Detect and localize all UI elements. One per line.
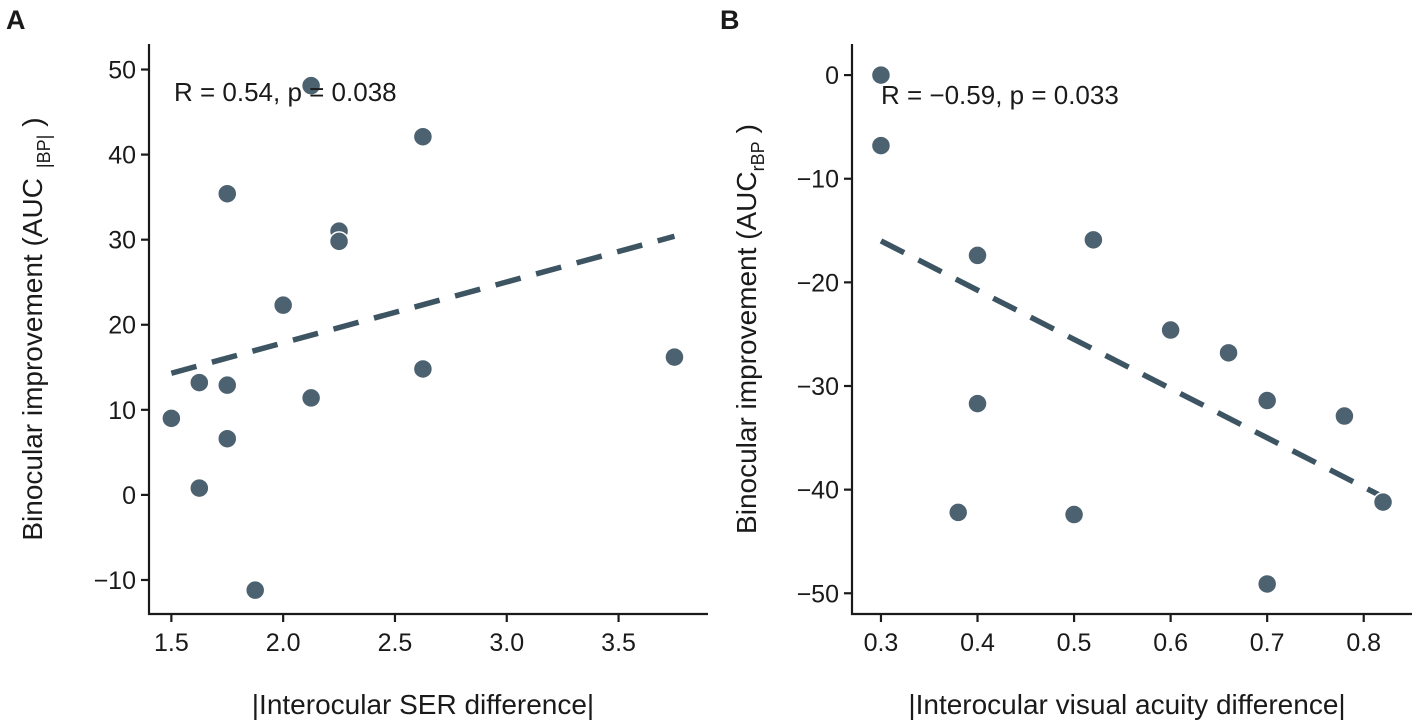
panel-b-y-axis-title: Binocular improvement (AUCrBP) (731, 124, 768, 534)
panel-a-x-tick-label: 1.5 (154, 629, 189, 657)
panel-a-fit-layer (170, 233, 676, 376)
panel-a-x-tick-label: 3.0 (489, 629, 524, 657)
panel-b-data-point (1334, 405, 1355, 427)
panel-a-y-title-close: ) (17, 117, 48, 126)
panel-b-y-title-main: Binocular improvement (AUC (731, 171, 762, 534)
panel-a-data-point (244, 579, 266, 601)
panel-b-x-tick-label: 0.5 (1057, 629, 1092, 657)
panel-a-y-title-sub: |BP| (34, 135, 54, 168)
panel-b-x-tick-label: 0.4 (960, 629, 995, 657)
panel-a-x-tick-label: 2.5 (378, 629, 413, 657)
panel-b-x-tick-label: 0.7 (1250, 629, 1285, 657)
panel-b-data-point (1160, 319, 1181, 341)
panel-a-y-tick-label: 30 (108, 227, 136, 255)
panel-a-x-tick-label: 3.5 (601, 629, 636, 657)
panel-b-points (870, 64, 1394, 595)
panel-b-y-tick-label: −10 (797, 166, 839, 194)
panel-b-data-point (870, 64, 892, 86)
panel-b-x-tick-label: 0.6 (1153, 629, 1188, 657)
panel-b-regression-line (879, 238, 1385, 500)
panel-a-data-point (664, 346, 685, 368)
panel-b-x-tick-label: 0.8 (1346, 629, 1381, 657)
panel-a-x-tick-label: 2.0 (266, 629, 301, 657)
panel-a-ticks: 1.5 2.0 2.5 3.0 3.5 −10 0 10 20 30 40 50 (94, 57, 636, 657)
panel-a-y-tick-label: 20 (108, 312, 136, 340)
panel-b-data-point (967, 393, 988, 414)
panel-b-axes (850, 44, 1412, 616)
panel-b-data-point (1218, 342, 1239, 364)
panel-a-data-point (328, 231, 350, 252)
panel-a-data-point (189, 477, 210, 499)
panel-a-data-point (217, 183, 238, 204)
panel-b-data-point (947, 502, 969, 523)
panel-a-x-axis-title: |Interocular SER difference| (252, 689, 594, 720)
panel-b-ticks: 0.3 0.4 0.5 0.6 0.7 0.8 −50 −40 −30 −20 −10 0 (797, 62, 1382, 657)
panel-b-data-point (1372, 491, 1394, 513)
panel-b-data-point (1256, 390, 1278, 411)
panel-b-data-point (1256, 573, 1278, 595)
panel-a-y-axis-title: Binocular improvement (AUC |BP|) (17, 117, 54, 540)
panel-b-y-tick-label: −20 (797, 269, 839, 297)
panel-a-data-point (300, 387, 322, 409)
panel-a-points (161, 75, 685, 601)
panel-b-y-tick-label: −50 (797, 580, 839, 608)
panel-a-y-tick-label: −10 (94, 567, 136, 595)
panel-b-x-axis-title: |Interocular visual acuity difference| (908, 689, 1345, 720)
panel-a-y-tick-label: 40 (108, 142, 136, 170)
panel-a-data-point (217, 428, 238, 449)
panel-b-y-title-close: ) (731, 124, 762, 133)
panel-a-y-tick-label: 10 (108, 397, 136, 425)
panel-label-a: A (6, 5, 26, 35)
panel-a-data-point (412, 358, 434, 380)
panel-a-data-point (412, 126, 434, 147)
panel-b-data-point (967, 245, 988, 266)
panel-a-regression-line (170, 233, 676, 376)
panel-b-y-tick-label: −30 (797, 373, 839, 401)
panel-a: A 1.5 2.0 2.5 3.0 3.5 −10 0 10 20 30 40 50 R = 0.54… (6, 5, 708, 720)
panel-b-y-tick-label: −40 (797, 477, 839, 505)
panel-a-data-point (272, 294, 294, 316)
panel-b-fit-layer (879, 238, 1385, 500)
panel-b-data-point (1083, 229, 1104, 251)
panel-label-b: B (720, 5, 740, 35)
panel-b-y-title-sub: rBP (748, 141, 768, 171)
panel-a-y-title-main: Binocular improvement (AUC (17, 178, 48, 541)
panel-b-annotation: R = −0.59, p = 0.033 (881, 80, 1119, 110)
panel-a-data-point (217, 374, 238, 396)
panel-a-y-tick-label: 50 (108, 57, 136, 85)
panel-a-annotation: R = 0.54, p = 0.038 (174, 77, 397, 107)
panel-a-axes (147, 44, 708, 616)
panel-a-data-point (300, 75, 322, 96)
panel-b-data-point (1063, 504, 1085, 525)
panel-a-data-point (189, 372, 210, 393)
panel-b-x-tick-label: 0.3 (864, 629, 899, 657)
panel-a-y-tick-label: 0 (122, 482, 136, 510)
panel-a-data-point (161, 408, 182, 429)
panel-b: B 0.3 0.4 0.5 0.6 0.7 0.8 −50 −40 −30 −20 −10 0 R =… (720, 5, 1412, 720)
panel-b-data-point (870, 135, 892, 156)
panel-b-y-tick-label: 0 (825, 62, 839, 90)
